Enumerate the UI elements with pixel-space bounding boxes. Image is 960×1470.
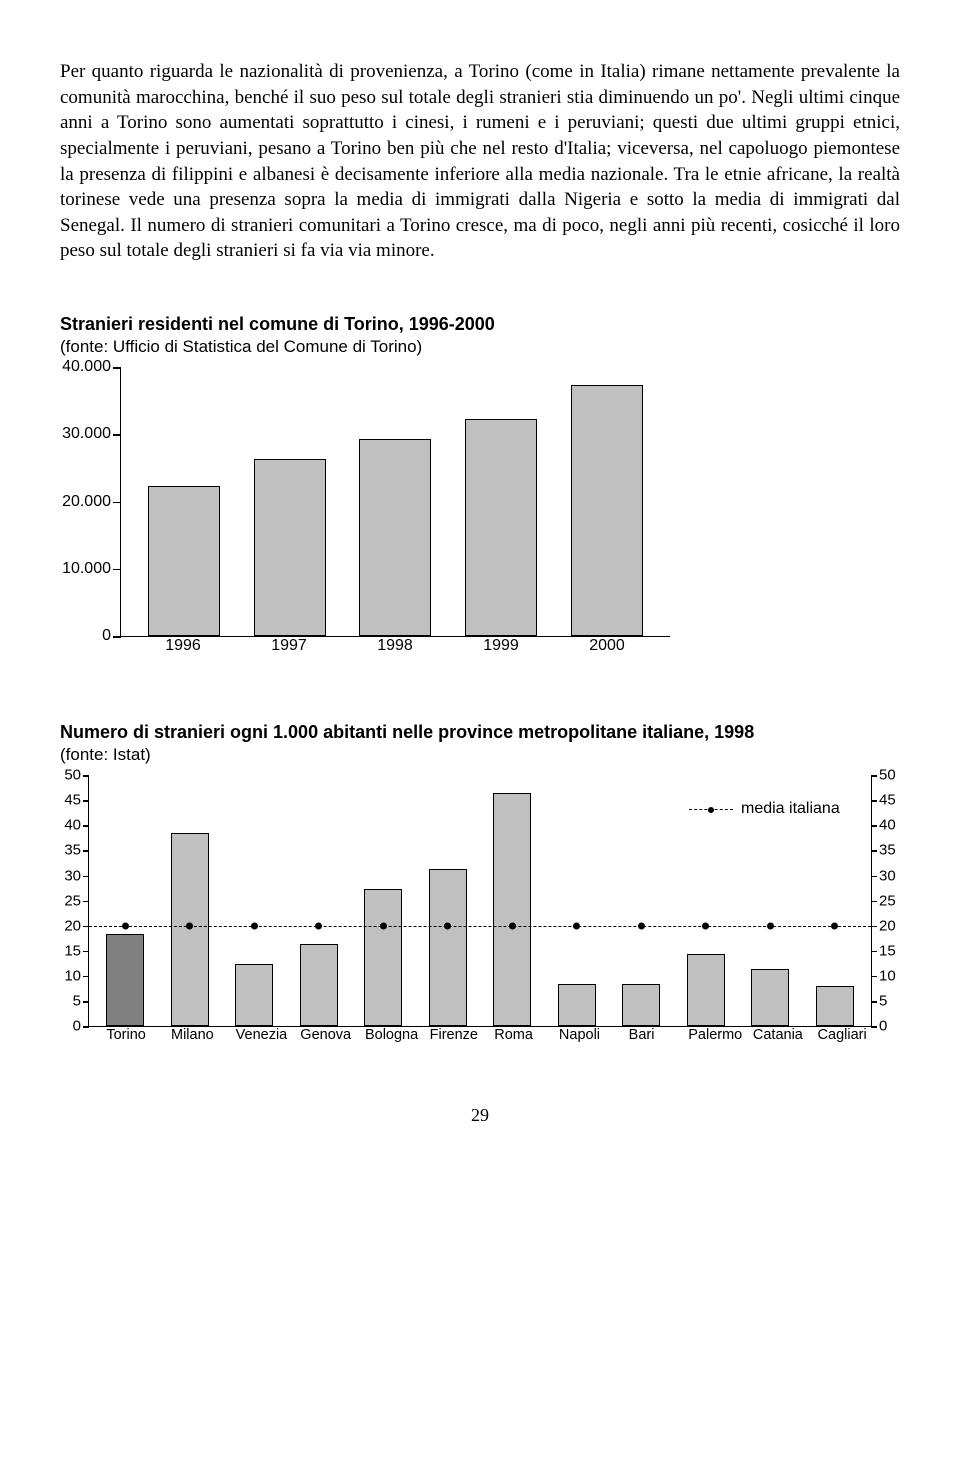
chart2-ylabel: 50 bbox=[64, 767, 89, 784]
chart2-xlabel: Bologna bbox=[365, 1027, 401, 1055]
chart2-reference-line bbox=[89, 926, 871, 927]
chart2-ylabel: 15 bbox=[64, 942, 89, 959]
chart2-xlabel: Napoli bbox=[559, 1027, 595, 1055]
chart2-xlabel: Torino bbox=[106, 1027, 142, 1055]
chart1-xlabels: 1996 1997 1998 1999 2000 bbox=[120, 633, 670, 667]
chart2-ylabel: 20 bbox=[64, 917, 89, 934]
chart1-container: Stranieri residenti nel comune di Torino… bbox=[60, 314, 900, 667]
chart2-title: Numero di stranieri ogni 1.000 abitanti … bbox=[60, 722, 900, 743]
chart1-bar bbox=[254, 459, 326, 636]
chart2-ylabel: 0 bbox=[871, 1018, 887, 1035]
chart2-bar bbox=[558, 984, 596, 1026]
chart2-ylabel: 30 bbox=[871, 867, 896, 884]
chart1-xlabel: 2000 bbox=[572, 637, 642, 667]
chart2-bar bbox=[171, 833, 209, 1026]
chart2-xlabel: Milano bbox=[171, 1027, 207, 1055]
chart2-legend-label: media italiana bbox=[741, 800, 840, 818]
body-paragraph: Per quanto riguarda le nazionalità di pr… bbox=[60, 59, 900, 264]
chart1-xlabel: 1997 bbox=[254, 637, 324, 667]
chart2-ylabel: 40 bbox=[64, 817, 89, 834]
chart1-bar bbox=[571, 385, 643, 636]
chart2-bar bbox=[687, 954, 725, 1026]
chart1-bar bbox=[359, 439, 431, 636]
chart2-bar bbox=[364, 889, 402, 1027]
chart2-bar bbox=[816, 986, 854, 1026]
chart1-xlabel: 1998 bbox=[360, 637, 430, 667]
chart1-ylabel: 30.000 bbox=[62, 425, 121, 443]
chart1-bar bbox=[465, 419, 537, 636]
chart2-ylabel: 40 bbox=[871, 817, 896, 834]
chart2-bar bbox=[429, 869, 467, 1027]
chart2-ylabel: 50 bbox=[871, 767, 896, 784]
chart2-bar bbox=[235, 964, 273, 1026]
chart2-bar bbox=[622, 984, 660, 1026]
chart1: 010.00020.00030.00040.000 19961997199819… bbox=[60, 367, 700, 667]
chart2-bar bbox=[493, 793, 531, 1026]
chart1-ylabel: 10.000 bbox=[62, 560, 121, 578]
chart2-legend-line-icon bbox=[689, 809, 733, 810]
chart1-title: Stranieri residenti nel comune di Torino… bbox=[60, 314, 900, 335]
chart2-subtitle: (fonte: Istat) bbox=[60, 745, 900, 765]
chart1-ylabel: 20.000 bbox=[62, 493, 121, 511]
chart2-ylabel: 20 bbox=[871, 917, 896, 934]
chart2: 0055101015152020252530303535404045455050… bbox=[60, 775, 900, 1055]
chart1-plot: 010.00020.00030.00040.000 bbox=[120, 367, 670, 637]
chart1-subtitle: (fonte: Ufficio di Statistica del Comune… bbox=[60, 337, 900, 357]
chart2-ylabel: 15 bbox=[871, 942, 896, 959]
chart2-ylabel: 10 bbox=[64, 967, 89, 984]
chart2-ylabel: 5 bbox=[871, 993, 887, 1010]
chart2-bar bbox=[106, 934, 144, 1026]
chart1-bar bbox=[148, 486, 220, 636]
chart2-ylabel: 45 bbox=[871, 792, 896, 809]
chart2-ylabel: 10 bbox=[871, 967, 896, 984]
chart2-xlabel: Bari bbox=[624, 1027, 660, 1055]
chart1-xlabel: 1996 bbox=[148, 637, 218, 667]
chart2-xlabel: Venezia bbox=[236, 1027, 272, 1055]
chart1-bars bbox=[121, 367, 670, 636]
chart2-xlabel: Cagliari bbox=[818, 1027, 854, 1055]
chart1-ylabel: 40.000 bbox=[62, 358, 121, 376]
chart2-ylabel: 25 bbox=[64, 892, 89, 909]
chart2-ylabel: 25 bbox=[871, 892, 896, 909]
page-number: 29 bbox=[60, 1105, 900, 1126]
chart2-xlabel: Genova bbox=[300, 1027, 336, 1055]
chart2-xlabels: Torino Milano Venezia Genova Bologna Firenze R… bbox=[88, 1025, 872, 1055]
chart2-ylabel: 30 bbox=[64, 867, 89, 884]
chart1-ylabel: 0 bbox=[102, 627, 121, 645]
chart2-ylabel: 35 bbox=[64, 842, 89, 859]
chart2-ylabel: 0 bbox=[73, 1018, 89, 1035]
chart2-bar bbox=[300, 944, 338, 1026]
chart2-xlabel: Firenze bbox=[430, 1027, 466, 1055]
chart2-legend: media italiana bbox=[689, 800, 840, 818]
chart2-xlabel: Roma bbox=[494, 1027, 530, 1055]
chart2-ylabel: 5 bbox=[73, 993, 89, 1010]
chart2-ylabel: 35 bbox=[871, 842, 896, 859]
chart1-xlabel: 1999 bbox=[466, 637, 536, 667]
chart2-bar bbox=[751, 969, 789, 1026]
chart2-xlabel: Catania bbox=[753, 1027, 789, 1055]
chart2-xlabel: Palermo bbox=[688, 1027, 724, 1055]
chart2-ylabel: 45 bbox=[64, 792, 89, 809]
chart2-container: Numero di stranieri ogni 1.000 abitanti … bbox=[60, 722, 900, 1055]
chart2-plot: 0055101015152020252530303535404045455050… bbox=[88, 775, 872, 1027]
